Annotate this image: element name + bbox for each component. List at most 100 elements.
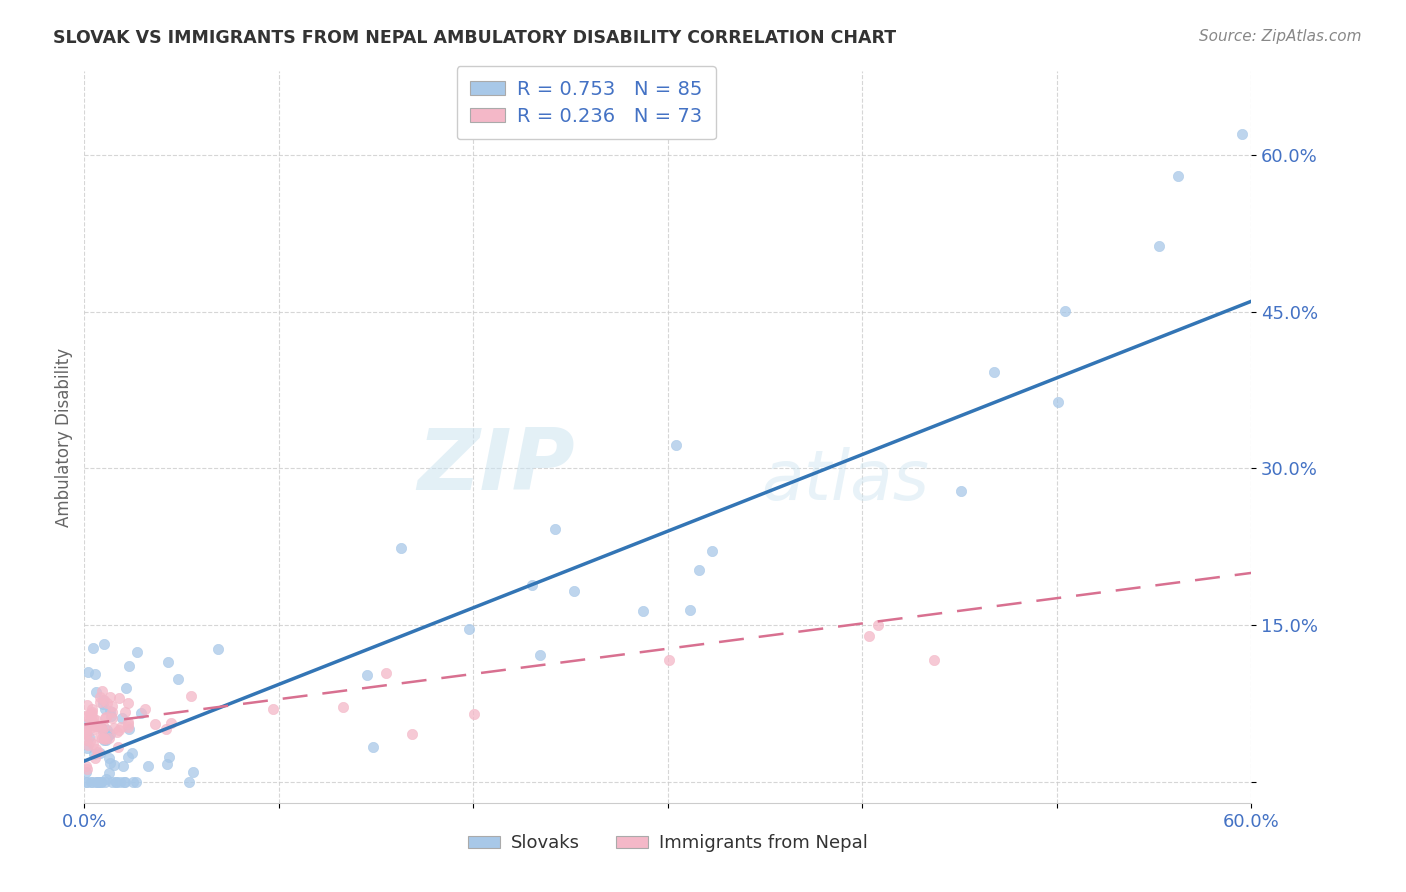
Point <box>332 700 354 714</box>
Point <box>361 739 384 754</box>
Point <box>93 637 115 651</box>
Point <box>117 720 139 734</box>
Point <box>80 775 103 789</box>
Legend: Slovaks, Immigrants from Nepal: Slovaks, Immigrants from Nepal <box>460 827 876 860</box>
Point <box>75 721 97 735</box>
Point <box>529 648 551 662</box>
Point <box>80 723 103 737</box>
Point <box>96 772 118 786</box>
Point <box>75 764 97 779</box>
Point <box>90 775 112 789</box>
Point <box>84 717 107 731</box>
Point <box>665 437 688 451</box>
Point <box>389 541 412 555</box>
Point <box>156 756 179 771</box>
Point <box>91 697 114 711</box>
Point <box>93 731 115 745</box>
Point <box>75 775 97 789</box>
Point <box>160 715 183 730</box>
Point <box>118 658 141 673</box>
Point <box>79 731 101 745</box>
Point <box>127 645 149 659</box>
Point <box>97 729 120 743</box>
Point <box>1167 169 1189 183</box>
Point <box>101 705 124 719</box>
Point <box>90 720 112 734</box>
Point <box>84 667 107 681</box>
Point <box>84 775 107 789</box>
Point <box>114 705 136 719</box>
Point <box>108 775 131 789</box>
Point <box>97 766 120 780</box>
Point <box>76 665 98 679</box>
Point <box>114 775 136 789</box>
Point <box>1047 394 1070 409</box>
Point <box>107 691 129 706</box>
Point <box>76 716 98 731</box>
Point <box>866 618 889 632</box>
Text: Source: ZipAtlas.com: Source: ZipAtlas.com <box>1198 29 1361 44</box>
Point <box>84 713 107 727</box>
Point <box>207 641 229 656</box>
Point <box>112 775 135 789</box>
Point <box>93 711 115 725</box>
Point <box>89 746 111 760</box>
Text: SLOVAK VS IMMIGRANTS FROM NEPAL AMBULATORY DISABILITY CORRELATION CHART: SLOVAK VS IMMIGRANTS FROM NEPAL AMBULATO… <box>53 29 897 46</box>
Point <box>117 697 139 711</box>
Point <box>401 727 423 741</box>
Point <box>124 775 146 789</box>
Point <box>86 775 108 789</box>
Point <box>82 737 104 751</box>
Point <box>80 702 103 716</box>
Point <box>89 690 111 704</box>
Point <box>983 365 1005 379</box>
Point <box>97 731 120 746</box>
Point <box>76 775 98 789</box>
Point <box>100 727 122 741</box>
Point <box>96 723 118 738</box>
Point <box>75 759 97 773</box>
Point <box>93 693 115 707</box>
Point <box>76 698 98 712</box>
Point <box>157 655 180 669</box>
Point <box>157 750 180 764</box>
Point <box>922 653 945 667</box>
Point <box>115 681 138 695</box>
Point <box>562 583 585 598</box>
Point <box>688 563 710 577</box>
Point <box>858 629 880 643</box>
Point <box>77 738 100 752</box>
Point <box>80 720 103 734</box>
Point <box>84 685 107 699</box>
Point <box>1053 304 1076 318</box>
Point <box>121 746 143 760</box>
Point <box>100 708 122 723</box>
Point <box>98 690 121 705</box>
Point <box>105 725 128 739</box>
Point <box>103 722 125 736</box>
Point <box>108 723 131 737</box>
Point <box>90 684 112 698</box>
Point <box>89 694 111 708</box>
Y-axis label: Ambulatory Disability: Ambulatory Disability <box>55 348 73 526</box>
Point <box>89 731 111 745</box>
Point <box>658 653 681 667</box>
Point <box>86 719 108 733</box>
Point <box>93 720 115 734</box>
Point <box>105 775 128 789</box>
Point <box>134 702 156 716</box>
Point <box>86 775 108 789</box>
Point <box>100 698 122 713</box>
Point <box>80 706 103 721</box>
Point <box>103 757 125 772</box>
Point <box>104 775 127 789</box>
Text: atlas: atlas <box>761 448 929 515</box>
Point <box>131 706 153 720</box>
Point <box>82 711 104 725</box>
Point <box>82 715 104 730</box>
Point <box>180 690 202 704</box>
Point <box>117 750 139 764</box>
Point <box>83 747 105 761</box>
Point <box>117 717 139 731</box>
Point <box>79 706 101 721</box>
